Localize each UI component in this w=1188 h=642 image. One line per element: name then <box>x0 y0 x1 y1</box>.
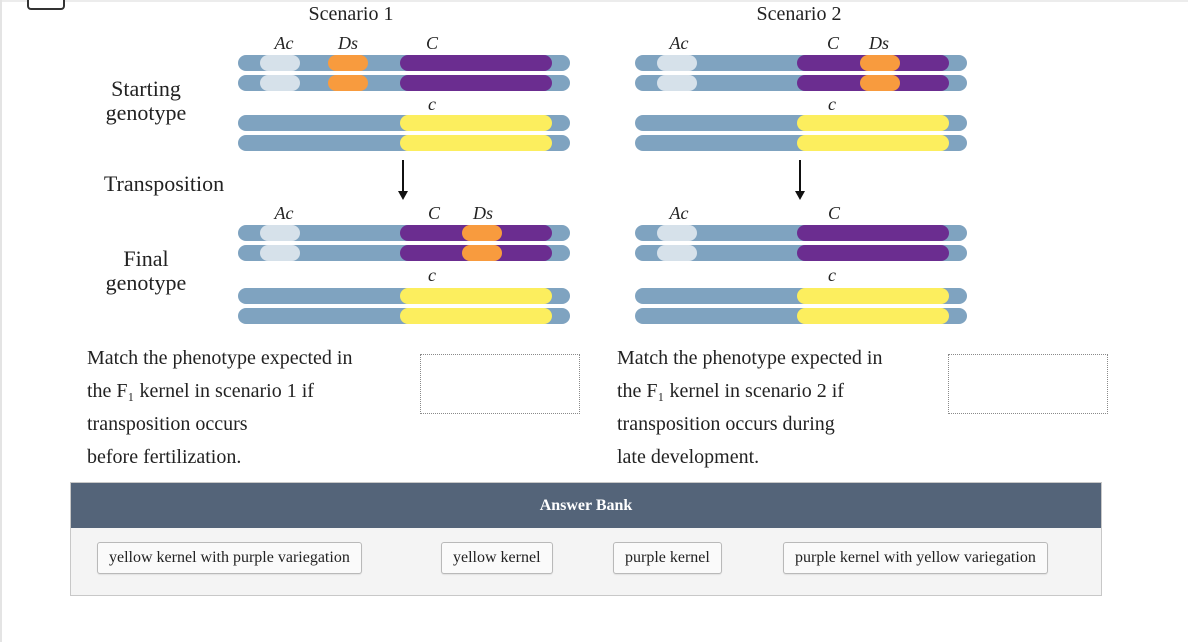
s2-transposition-arrow-head <box>795 191 805 200</box>
s2-final-top-chromatid-a <box>635 225 967 241</box>
ac-band <box>260 75 300 91</box>
ac-band <box>657 245 697 261</box>
s1-final-top-chromatid-b <box>238 245 570 261</box>
scenario-1-title: Scenario 1 <box>309 3 394 25</box>
c-allele-band <box>797 308 949 324</box>
question-scenario-1: Match the phenotype expected in the F₁ k… <box>87 347 353 468</box>
label-C: C <box>828 203 841 223</box>
answer-dropzone-scenario-2[interactable] <box>948 354 1108 414</box>
s1-final-bottom-chromatid-a <box>238 288 570 304</box>
label-ac: Ac <box>274 203 294 223</box>
question-scenario-2: Match the phenotype expected in the F₁ k… <box>617 347 883 468</box>
s2-start-top-chromatid-a <box>635 55 967 71</box>
ds-band <box>860 75 900 91</box>
ac-band <box>260 225 300 241</box>
c-allele-band <box>797 288 949 304</box>
ds-band <box>462 225 502 241</box>
label-ds: Ds <box>337 33 358 53</box>
s1-transposition-arrow-head <box>398 191 408 200</box>
label-c: c <box>428 265 436 285</box>
s2-start-bottom-chromatid-a <box>635 115 967 131</box>
C-allele-band <box>797 245 949 261</box>
s1-start-bottom-chromatid-b <box>238 135 570 151</box>
answer-chip-yellow-purple-variegation[interactable]: yellow kernel with purple variegation <box>97 542 362 574</box>
transposition-diagram: Starting genotype Transposition Final genoty… <box>104 3 967 324</box>
ac-band <box>657 225 697 241</box>
answer-chip-purple-yellow-variegation[interactable]: purple kernel with yellow variegation <box>783 542 1048 574</box>
ac-band <box>657 75 697 91</box>
label-ac: Ac <box>274 33 294 53</box>
label-C: C <box>426 33 439 53</box>
ac-band <box>260 245 300 261</box>
row-label-transposition: Transposition <box>104 171 224 196</box>
s2-start-top-chromatid-b <box>635 75 967 91</box>
ac-band <box>657 55 697 71</box>
answer-dropzone-scenario-1[interactable] <box>420 354 580 414</box>
label-c: c <box>828 94 836 114</box>
s1-start-top-chromatid-b <box>238 75 570 91</box>
s1-start-bottom-chromatid-a <box>238 115 570 131</box>
ds-band <box>860 55 900 71</box>
label-ac: Ac <box>669 203 689 223</box>
s2-final-top-chromatid-b <box>635 245 967 261</box>
s2-start-bottom-chromatid-b <box>635 135 967 151</box>
label-c: c <box>428 94 436 114</box>
ds-band <box>328 55 368 71</box>
label-ds: Ds <box>472 203 493 223</box>
c-allele-band <box>400 288 552 304</box>
c-allele-band <box>797 135 949 151</box>
c-allele-band <box>400 115 552 131</box>
ac-band <box>260 55 300 71</box>
ds-band <box>462 245 502 261</box>
c-allele-band <box>400 308 552 324</box>
label-ac: Ac <box>669 33 689 53</box>
C-allele-band <box>400 75 552 91</box>
row-label-final-genotype: Final genotype <box>106 246 187 295</box>
c-allele-band <box>797 115 949 131</box>
answer-bank-title: Answer Bank <box>71 483 1101 528</box>
row-label-starting-genotype: Starting genotype <box>106 76 187 125</box>
answer-bank: Answer Bank yellow kernel with purple va… <box>70 482 1102 596</box>
label-C: C <box>827 33 840 53</box>
frame-top-border <box>0 0 1188 2</box>
answer-chip-purple-kernel[interactable]: purple kernel <box>613 542 722 574</box>
c-allele-band <box>400 135 552 151</box>
C-allele-band <box>400 55 552 71</box>
label-c: c <box>828 265 836 285</box>
frame-left-border <box>0 0 2 642</box>
s1-final-top-chromatid-a <box>238 225 570 241</box>
s2-final-bottom-chromatid-b <box>635 308 967 324</box>
label-C: C <box>428 203 441 223</box>
C-allele-band <box>797 225 949 241</box>
ds-band <box>328 75 368 91</box>
scenario-2-title: Scenario 2 <box>757 3 842 25</box>
s2-final-bottom-chromatid-a <box>635 288 967 304</box>
corner-button[interactable] <box>27 0 65 10</box>
s1-final-bottom-chromatid-b <box>238 308 570 324</box>
s1-start-top-chromatid-a <box>238 55 570 71</box>
label-ds: Ds <box>868 33 889 53</box>
answer-chip-yellow-kernel[interactable]: yellow kernel <box>441 542 553 574</box>
